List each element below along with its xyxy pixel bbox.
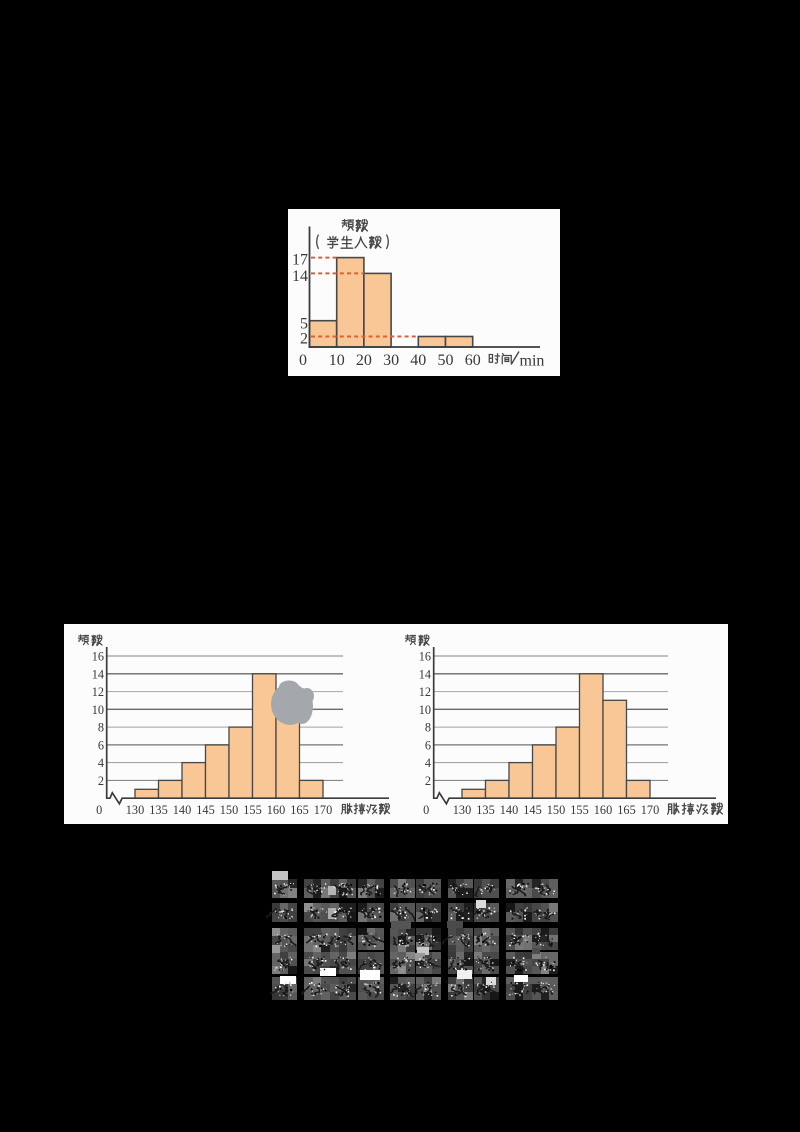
svg-text:130: 130 xyxy=(453,803,471,817)
svg-text:4: 4 xyxy=(98,756,104,770)
svg-text:10: 10 xyxy=(419,703,431,717)
svg-text:0: 0 xyxy=(299,352,307,369)
svg-text:155: 155 xyxy=(243,803,261,817)
svg-text:10: 10 xyxy=(329,352,345,369)
svg-text:145: 145 xyxy=(523,803,541,817)
svg-text:145: 145 xyxy=(196,803,214,817)
svg-text:16: 16 xyxy=(419,650,431,664)
svg-text:0: 0 xyxy=(423,803,429,817)
svg-text:20: 20 xyxy=(356,352,372,369)
svg-text:0: 0 xyxy=(96,803,102,817)
svg-text:min: min xyxy=(520,353,545,370)
svg-text:40: 40 xyxy=(410,352,426,369)
svg-text:14: 14 xyxy=(419,667,431,681)
svg-text:130: 130 xyxy=(126,803,144,817)
svg-text:12: 12 xyxy=(419,685,431,699)
svg-text:14: 14 xyxy=(92,667,104,681)
svg-text:10: 10 xyxy=(92,703,104,717)
svg-text:30: 30 xyxy=(383,352,399,369)
svg-text:17: 17 xyxy=(292,252,308,269)
svg-text:6: 6 xyxy=(425,738,431,752)
svg-text:165: 165 xyxy=(290,803,308,817)
svg-text:14: 14 xyxy=(292,268,308,285)
svg-text:8: 8 xyxy=(98,721,104,735)
svg-text:6: 6 xyxy=(98,738,104,752)
svg-text:135: 135 xyxy=(149,803,167,817)
svg-text:4: 4 xyxy=(425,756,431,770)
svg-text:50: 50 xyxy=(438,352,454,369)
svg-text:150: 150 xyxy=(220,803,238,817)
svg-text:170: 170 xyxy=(641,803,659,817)
svg-text:5: 5 xyxy=(300,315,308,332)
svg-text:160: 160 xyxy=(594,803,612,817)
svg-text:170: 170 xyxy=(314,803,332,817)
svg-text:8: 8 xyxy=(425,721,431,735)
svg-text:2: 2 xyxy=(425,774,431,788)
svg-text:60: 60 xyxy=(465,352,481,369)
svg-text:140: 140 xyxy=(173,803,191,817)
svg-text:135: 135 xyxy=(476,803,494,817)
svg-text:160: 160 xyxy=(267,803,285,817)
svg-text:165: 165 xyxy=(617,803,635,817)
svg-text:150: 150 xyxy=(547,803,565,817)
svg-text:140: 140 xyxy=(500,803,518,817)
svg-text:155: 155 xyxy=(570,803,588,817)
svg-text:2: 2 xyxy=(98,774,104,788)
svg-text:2: 2 xyxy=(300,330,308,347)
svg-text:16: 16 xyxy=(92,650,104,664)
svg-text:12: 12 xyxy=(92,685,104,699)
